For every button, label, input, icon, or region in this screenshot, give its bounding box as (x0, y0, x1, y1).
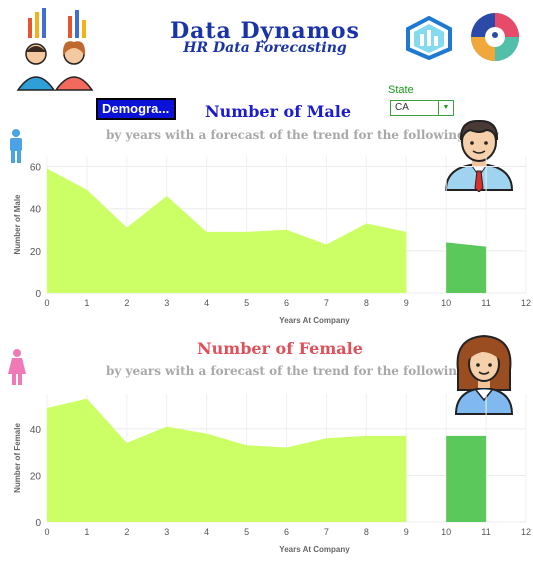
female-x-axis-label: Years At Company (279, 545, 350, 554)
male-x-tick-label: 5 (244, 298, 249, 308)
female-x-tick-label: 4 (204, 527, 209, 537)
female-x-tick-label: 9 (404, 527, 409, 537)
female-chart-subtitle: by years with a forecast of the trend fo… (106, 364, 499, 378)
male-forecast-area[interactable] (446, 242, 487, 293)
male-y-axis-label: Number of Male (13, 194, 22, 255)
male-y-tick-label: 40 (30, 205, 42, 216)
female-figure-icon (8, 349, 26, 385)
male-x-tick-label: 7 (324, 298, 329, 308)
male-x-tick-label: 11 (481, 298, 490, 308)
female-x-tick-label: 8 (364, 527, 369, 537)
female-chart-title: Number of Female (197, 339, 363, 358)
female-x-tick-label: 12 (521, 527, 531, 537)
male-x-tick-label: 4 (204, 298, 209, 308)
chevron-down-icon[interactable]: ▼ (438, 101, 453, 115)
state-label: State (388, 84, 414, 96)
male-y-tick-label: 60 (30, 163, 42, 174)
state-dropdown[interactable]: CA ▼ (390, 100, 454, 116)
female-x-tick-label: 11 (481, 527, 490, 537)
female-avatar (454, 334, 514, 415)
female-x-tick-label: 6 (284, 527, 289, 537)
female-x-tick-label: 0 (44, 527, 49, 537)
demographics-button[interactable]: Demogra... (96, 98, 176, 120)
male-x-tick-label: 1 (84, 298, 89, 308)
female-y-tick-label: 40 (30, 425, 42, 436)
male-x-tick-label: 2 (124, 298, 129, 308)
people-analytics-icon (16, 8, 94, 91)
male-chart-title: Number of Male (205, 102, 352, 121)
male-x-tick-label: 8 (364, 298, 369, 308)
male-figure-icon (10, 129, 22, 163)
male-y-tick-label: 0 (35, 289, 41, 300)
app-subtitle: HR Data Forecasting (183, 40, 347, 56)
state-value: CA (395, 102, 409, 113)
female-y-tick-label: 20 (30, 471, 42, 482)
logo-icon (406, 16, 452, 60)
male-x-tick-label: 6 (284, 298, 289, 308)
female-x-tick-label: 3 (164, 527, 169, 537)
app-title: Data Dynamos (170, 18, 360, 44)
female-x-tick-label: 1 (84, 527, 89, 537)
male-x-tick-label: 3 (164, 298, 169, 308)
female-x-tick-label: 7 (324, 527, 329, 537)
male-x-tick-label: 9 (404, 298, 409, 308)
male-x-tick-label: 0 (44, 298, 49, 308)
male-chart-subtitle: by years with a forecast of the trend fo… (106, 128, 499, 142)
female-forecast-area[interactable] (446, 435, 487, 522)
male-x-axis-label: Years At Company (279, 316, 350, 325)
male-x-tick-label: 10 (441, 298, 451, 308)
female-x-tick-label: 5 (244, 527, 249, 537)
female-x-tick-label: 2 (124, 527, 129, 537)
male-avatar (444, 119, 514, 192)
female-x-tick-label: 10 (441, 527, 451, 537)
hr-cycle-icon (471, 13, 519, 61)
female-y-tick-label: 0 (35, 518, 41, 529)
male-y-tick-label: 20 (30, 247, 42, 258)
male-area-series[interactable] (47, 168, 407, 293)
female-area-series[interactable] (47, 398, 407, 522)
male-x-tick-label: 12 (521, 298, 531, 308)
female-y-axis-label: Number of Female (13, 423, 22, 493)
